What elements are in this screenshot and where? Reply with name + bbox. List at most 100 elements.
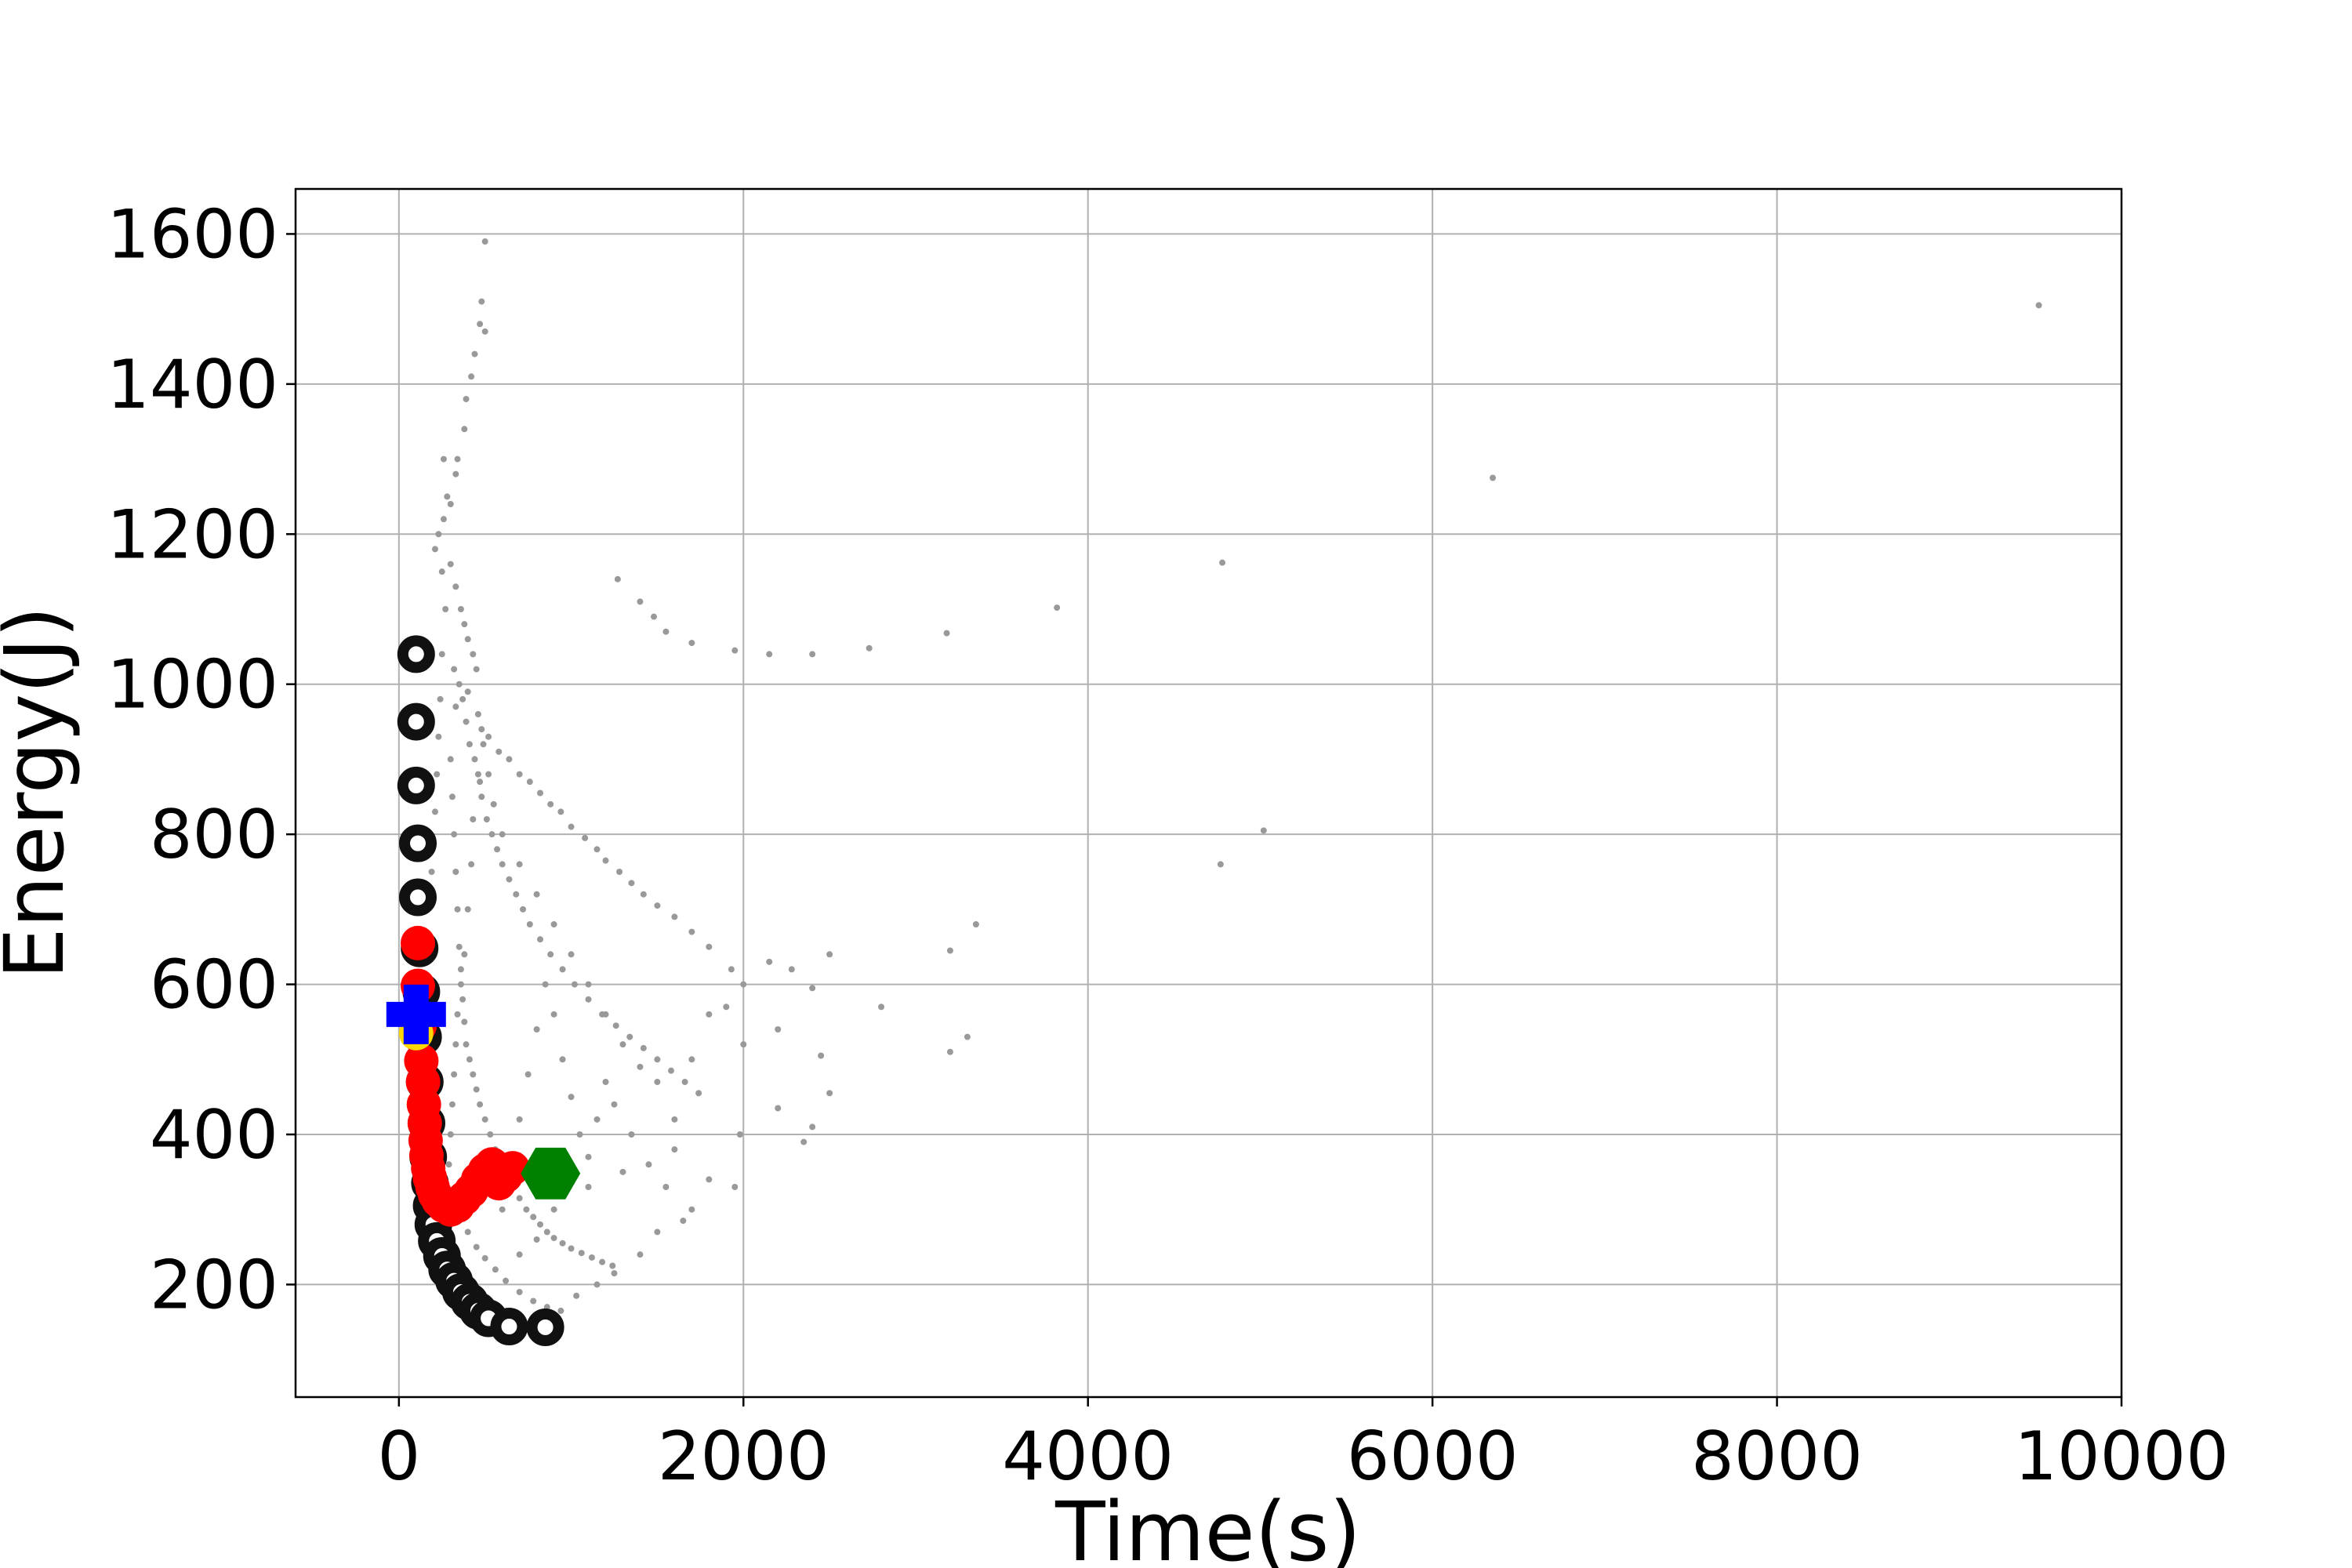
gray-data-point bbox=[611, 1101, 618, 1108]
gray-data-point bbox=[456, 681, 463, 688]
black-ring-point bbox=[526, 1308, 564, 1346]
gray-data-point bbox=[464, 688, 471, 695]
gray-data-point bbox=[459, 996, 466, 1003]
gray-data-point bbox=[550, 1011, 557, 1018]
gray-data-point bbox=[826, 1090, 833, 1097]
gray-data-point bbox=[706, 1176, 713, 1183]
gray-data-point bbox=[440, 516, 447, 523]
x-tick-labels: 0 2000 4000 6000 8000 10000 bbox=[377, 1417, 2228, 1496]
gray-data-point bbox=[775, 1026, 782, 1033]
gray-data-point bbox=[809, 985, 816, 992]
gray-data-point bbox=[766, 958, 773, 965]
gray-data-point bbox=[662, 628, 670, 635]
gray-data-point bbox=[456, 943, 463, 950]
x-axis-label: Time(s) bbox=[1054, 1484, 1361, 1568]
gray-data-point bbox=[866, 644, 873, 652]
y-tick-label: 200 bbox=[150, 1246, 278, 1324]
gray-data-point bbox=[651, 613, 658, 620]
gray-data-point bbox=[671, 1116, 678, 1123]
gray-data-point bbox=[470, 816, 477, 822]
black-ring-point bbox=[490, 1308, 528, 1346]
gray-data-point bbox=[688, 928, 695, 935]
gray-data-point bbox=[706, 943, 713, 950]
gray-data-point bbox=[468, 861, 475, 868]
gray-data-point bbox=[483, 816, 490, 822]
gray-data-point bbox=[468, 373, 475, 380]
gray-data-point bbox=[503, 1277, 510, 1284]
x-tick-label: 2000 bbox=[658, 1417, 829, 1496]
gray-data-point bbox=[470, 651, 477, 658]
gray-data-point bbox=[473, 666, 480, 673]
gray-data-point bbox=[451, 831, 458, 838]
gray-data-point bbox=[516, 771, 523, 778]
gray-data-point bbox=[766, 651, 773, 658]
gray-data-point bbox=[585, 981, 592, 988]
gray-data-point bbox=[438, 568, 445, 575]
gray-data-point bbox=[466, 1056, 473, 1063]
y-tick-label: 800 bbox=[150, 796, 278, 874]
gray-data-point bbox=[447, 561, 454, 568]
gray-data-point bbox=[1219, 559, 1226, 566]
gray-data-point bbox=[488, 831, 495, 838]
x-tick-label: 6000 bbox=[1347, 1417, 1519, 1496]
gray-data-point bbox=[487, 1131, 494, 1138]
black-ring-point bbox=[397, 702, 435, 741]
gray-data-point bbox=[499, 1206, 506, 1213]
gray-data-point bbox=[485, 733, 492, 740]
gray-data-point bbox=[559, 1056, 566, 1063]
gray-data-point bbox=[526, 779, 533, 786]
gray-data-point bbox=[447, 1131, 454, 1138]
gray-data-point bbox=[478, 726, 485, 733]
gray-data-point bbox=[809, 651, 816, 658]
y-tick-labels: 200 400 600 800 1000 1200 1400 1600 bbox=[107, 195, 278, 1324]
gray-data-point bbox=[809, 1123, 816, 1131]
gray-data-point bbox=[681, 1079, 688, 1085]
gray-data-point bbox=[536, 936, 543, 943]
black-ring-point bbox=[397, 766, 435, 804]
gray-data-point bbox=[473, 1243, 480, 1250]
gray-data-point bbox=[520, 906, 527, 913]
gray-data-point bbox=[654, 1056, 661, 1063]
gray-data-point bbox=[470, 1071, 477, 1078]
gray-data-point bbox=[547, 800, 554, 808]
gray-data-point bbox=[740, 981, 747, 988]
gray-data-point bbox=[946, 1048, 953, 1055]
gray-data-point bbox=[614, 575, 621, 583]
gray-data-point bbox=[464, 636, 471, 643]
gray-data-point bbox=[481, 328, 488, 335]
gray-data-point bbox=[506, 756, 513, 763]
gray-data-point bbox=[451, 1071, 458, 1078]
gray-data-point bbox=[571, 981, 578, 988]
gray-data-point bbox=[706, 1011, 713, 1018]
gray-data-point bbox=[628, 1131, 635, 1138]
gray-data-point bbox=[628, 880, 635, 887]
gray-data-point bbox=[477, 1101, 484, 1108]
gray-data-point bbox=[593, 1116, 601, 1123]
gray-data-point bbox=[609, 1262, 616, 1269]
gray-data-point bbox=[946, 947, 953, 954]
y-tick-label: 1000 bbox=[107, 646, 278, 724]
gray-data-point bbox=[731, 1184, 739, 1190]
gray-data-point bbox=[557, 808, 564, 815]
gray-data-point bbox=[688, 1206, 695, 1213]
gray-data-point bbox=[637, 1251, 644, 1258]
gray-data-point bbox=[451, 666, 458, 673]
black-ring-point bbox=[398, 878, 437, 916]
gray-data-point bbox=[513, 891, 520, 898]
green-hexagon-point bbox=[521, 1147, 581, 1200]
gray-data-point bbox=[452, 583, 459, 590]
gray-data-point bbox=[637, 1063, 644, 1070]
y-tick-label: 1400 bbox=[107, 346, 278, 424]
y-tick-label: 600 bbox=[150, 946, 278, 1025]
gray-data-point bbox=[461, 621, 468, 628]
gray-data-point bbox=[434, 771, 441, 778]
gray-data-point bbox=[616, 869, 623, 875]
gray-data-point bbox=[788, 966, 795, 973]
y-axis-label: Energy(J) bbox=[0, 606, 82, 979]
gray-data-point bbox=[499, 861, 506, 868]
gray-data-point bbox=[516, 861, 523, 868]
gray-data-point bbox=[573, 1292, 580, 1299]
gray-data-point bbox=[542, 981, 549, 988]
gray-data-point bbox=[490, 800, 497, 808]
